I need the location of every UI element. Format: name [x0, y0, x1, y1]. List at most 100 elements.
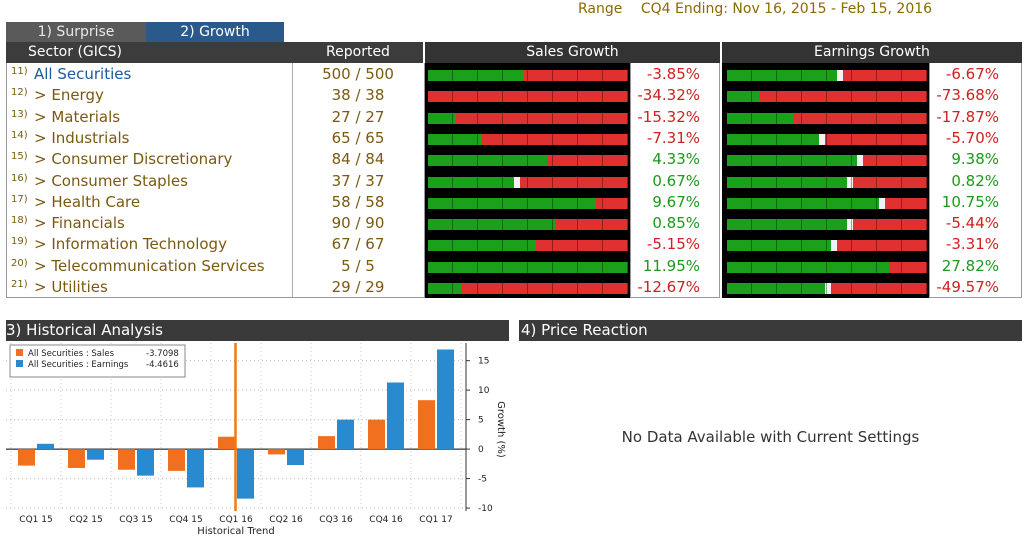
row-number: 12) — [11, 87, 28, 99]
x-tick-label: CQ2 15 — [69, 515, 102, 525]
sales-bar — [368, 419, 385, 450]
reported-count: 90 / 90 — [331, 214, 385, 233]
sales-growth-value: -7.31% — [646, 128, 700, 147]
table-row[interactable]: 18) > Financials 90 / 90 0.85% -5.44% — [0, 213, 1024, 234]
sales-growth-value: 9.67% — [652, 192, 700, 211]
reported-count: 500 / 500 — [322, 65, 394, 83]
x-tick-label: CQ1 17 — [419, 515, 452, 525]
earnings-growth-value: -6.67% — [945, 65, 999, 83]
sector-name[interactable]: > Consumer Discretionary — [34, 150, 233, 169]
earnings-growth-bar — [727, 240, 927, 252]
sector-name[interactable]: > Utilities — [34, 278, 108, 296]
price-reaction-header: 4) Price Reaction — [519, 320, 1022, 341]
sales-growth-bar — [428, 176, 628, 188]
sales-growth-bar — [428, 197, 628, 209]
sector-name[interactable]: > Industrials — [34, 128, 130, 147]
sales-bar — [318, 436, 335, 450]
tab-growth[interactable]: 2) Growth — [146, 22, 284, 42]
table-row[interactable]: 14) > Industrials 65 / 65 -7.31% -5.70% — [0, 128, 1024, 149]
sector-name[interactable]: > Consumer Staples — [34, 171, 188, 190]
column-header-earnings-growth[interactable]: Earnings Growth — [722, 42, 1022, 63]
earnings-growth-bar — [727, 155, 927, 167]
sales-bar — [218, 436, 235, 450]
sales-growth-value: -34.32% — [637, 86, 700, 105]
reported-count: 58 / 58 — [331, 192, 385, 211]
x-tick-label: CQ4 15 — [169, 515, 202, 525]
table-row[interactable]: 15) > Consumer Discretionary 84 / 84 4.33% 9… — [0, 149, 1024, 170]
x-tick-label: CQ3 16 — [319, 515, 353, 525]
table-row[interactable]: 21) > Utilities 29 / 29 -12.67% -49.57% — [0, 277, 1024, 298]
sales-growth-value: -5.15% — [646, 235, 700, 254]
column-header-sector[interactable]: Sector (GICS) — [6, 42, 293, 63]
sales-growth-bar — [428, 261, 628, 273]
sector-name[interactable]: > Materials — [34, 107, 121, 126]
earnings-bar — [37, 443, 54, 450]
row-number: 15) — [11, 151, 28, 163]
range-value[interactable]: CQ4 Ending: Nov 16, 2015 - Feb 15, 2016 — [640, 1, 933, 17]
x-tick-label: CQ3 15 — [119, 515, 152, 525]
reported-count: 65 / 65 — [331, 128, 385, 147]
table-row[interactable]: 12) > Energy 38 / 38 -34.32% -73.68% — [0, 85, 1024, 106]
x-tick-label: CQ1 15 — [19, 515, 52, 525]
column-divider — [292, 63, 293, 298]
x-tick-label: CQ1 16 — [219, 515, 253, 525]
sales-growth-bar — [428, 219, 628, 231]
sales-bar — [18, 449, 35, 466]
earnings-growth-value: 10.75% — [941, 192, 999, 211]
earnings-value-column — [929, 63, 1022, 298]
sales-growth-bar — [428, 240, 628, 252]
table-row[interactable]: 19) > Information Technology 67 / 67 -5.15%… — [0, 234, 1024, 255]
table-row[interactable]: 13) > Materials 27 / 27 -15.32% -17.87% — [0, 107, 1024, 128]
sales-growth-value: 11.95% — [642, 256, 700, 275]
sales-growth-value: -15.32% — [637, 107, 700, 126]
sector-name[interactable]: > Telecommunication Services — [34, 256, 265, 275]
earnings-growth-bar — [727, 219, 927, 231]
reported-count: 84 / 84 — [331, 150, 385, 169]
sales-growth-value: 0.67% — [652, 171, 700, 190]
earnings-growth-value: 0.82% — [951, 171, 999, 190]
earnings-growth-bar — [727, 70, 927, 81]
range-label: Range — [578, 1, 623, 17]
column-header-reported[interactable]: Reported — [293, 42, 423, 63]
legend-value: -4.4616 — [146, 360, 179, 370]
y-tick-label: 15 — [478, 357, 489, 367]
sales-bar — [168, 449, 185, 471]
y-axis-label: Growth (%) — [495, 401, 506, 458]
reported-count: 37 / 37 — [331, 171, 385, 190]
earnings-growth-value: 9.38% — [951, 150, 999, 169]
table-row[interactable]: 11) All Securities 500 / 500 -3.85% -6.67% — [0, 64, 1024, 85]
earnings-growth-bar — [727, 91, 927, 103]
table-row[interactable]: 17) > Health Care 58 / 58 9.67% 10.75% — [0, 192, 1024, 213]
earnings-growth-bar — [727, 176, 927, 188]
earnings-bar — [237, 449, 254, 499]
sector-name[interactable]: All Securities — [34, 65, 132, 83]
y-tick-label: -5 — [478, 475, 487, 485]
legend-value: -3.7098 — [146, 349, 179, 359]
legend-label: All Securities : Sales — [28, 349, 115, 359]
date-range: Range CQ4 Ending: Nov 16, 2015 - Feb 15,… — [578, 1, 932, 21]
row-number: 11) — [11, 66, 28, 77]
table-row[interactable]: 20) > Telecommunication Services 5 / 5 11.9… — [0, 256, 1024, 277]
earnings-growth-bar — [727, 197, 927, 209]
sector-name[interactable]: > Financials — [34, 214, 125, 233]
x-tick-label: CQ2 16 — [269, 515, 303, 525]
sales-growth-bar — [428, 283, 628, 294]
sector-table-frame — [6, 63, 425, 298]
sales-value-column — [630, 63, 720, 298]
earnings-growth-value: -5.44% — [945, 214, 999, 233]
sales-growth-bar — [428, 133, 628, 145]
column-header-sales-growth[interactable]: Sales Growth — [425, 42, 720, 63]
sector-name[interactable]: > Energy — [34, 86, 104, 105]
sales-bar — [418, 400, 435, 450]
y-tick-label: 0 — [478, 445, 484, 455]
earnings-bar — [287, 449, 304, 466]
earnings-growth-bar — [727, 261, 927, 273]
sector-name[interactable]: > Information Technology — [34, 235, 227, 254]
sector-name[interactable]: > Health Care — [34, 192, 141, 211]
sales-bar — [68, 449, 85, 468]
reported-count: 67 / 67 — [331, 235, 385, 254]
tab-surprise[interactable]: 1) Surprise — [6, 22, 146, 42]
table-row[interactable]: 16) > Consumer Staples 37 / 37 0.67% 0.82% — [0, 171, 1024, 192]
historical-analysis-header: 3) Historical Analysis — [6, 320, 509, 341]
no-data-message: No Data Available with Current Settings — [621, 428, 920, 446]
